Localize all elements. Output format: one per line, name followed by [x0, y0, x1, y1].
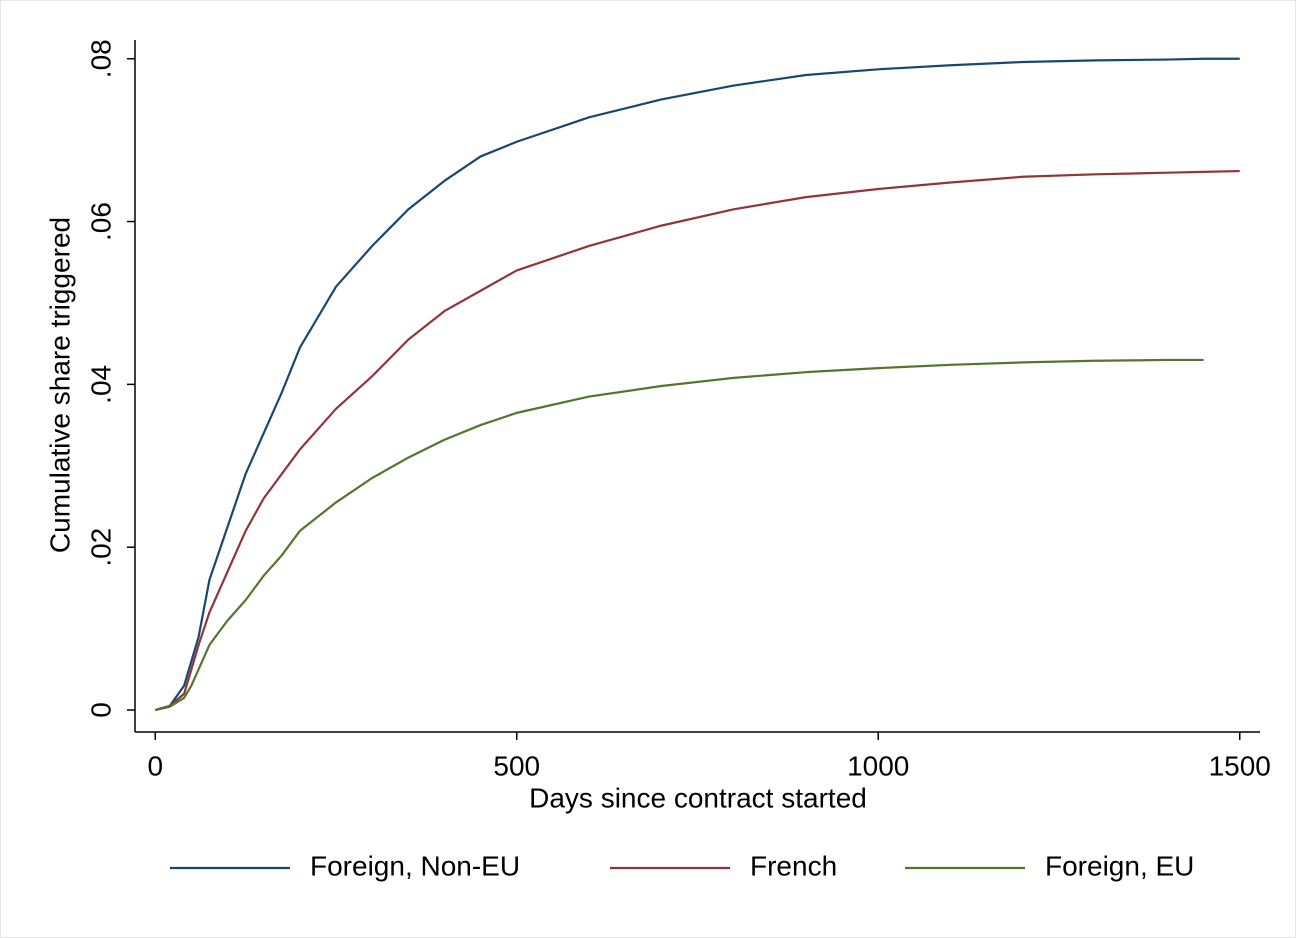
- legend-label: French: [750, 850, 837, 881]
- legend-label: Foreign, EU: [1045, 850, 1194, 881]
- y-tick-label: .08: [85, 39, 116, 78]
- y-axis-title: Cumulative share triggered: [44, 217, 75, 553]
- series-line: [154, 169, 1240, 712]
- x-tick-label: 1000: [847, 750, 909, 781]
- series-line: [154, 358, 1204, 712]
- y-tick-label: .02: [85, 528, 116, 567]
- y-tick-label: .04: [85, 365, 116, 404]
- series-line: [154, 57, 1240, 712]
- y-tick-label: 0: [85, 702, 116, 718]
- x-tick-label: 0: [147, 750, 163, 781]
- x-tick-label: 1500: [1209, 750, 1271, 781]
- legend-label: Foreign, Non-EU: [310, 850, 520, 881]
- x-axis-title: Days since contract started: [529, 782, 867, 813]
- x-tick-label: 500: [493, 750, 540, 781]
- y-tick-label: .06: [85, 202, 116, 241]
